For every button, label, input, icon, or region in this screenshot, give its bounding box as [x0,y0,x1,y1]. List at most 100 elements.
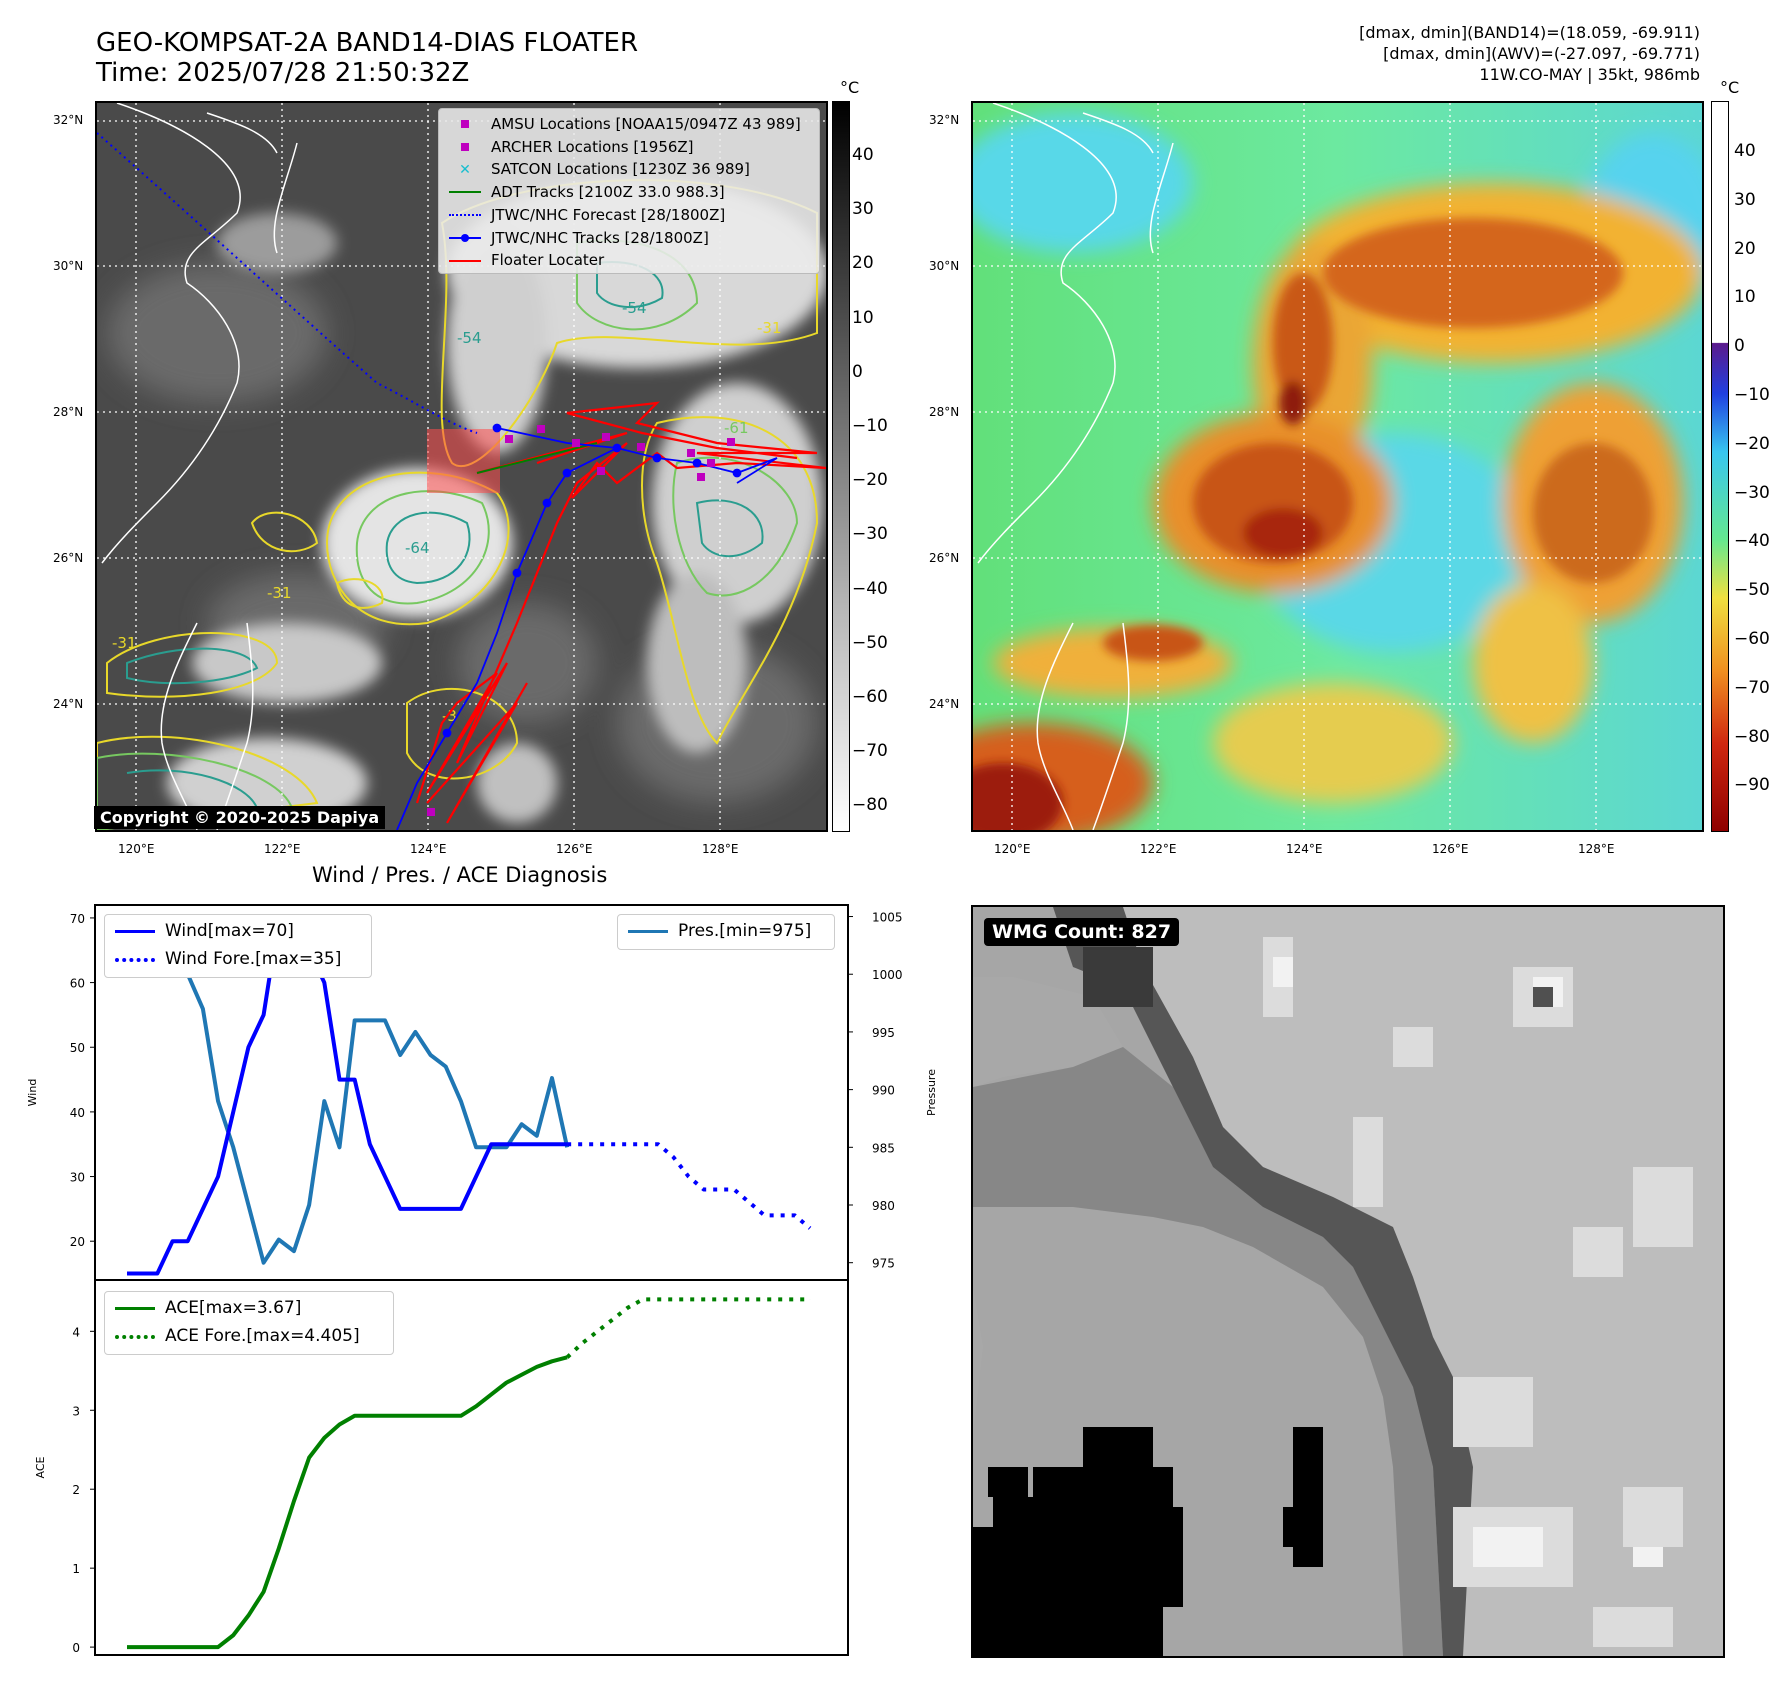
colorbar-tick-label: 40 [852,145,874,165]
contour-label: -64 [405,539,430,557]
lon-label: 120°E [994,842,1031,856]
pressure-tick-label: 990 [872,1084,895,1098]
wind-tick-label: 60 [70,977,85,991]
colorbar-tick-label: 30 [852,199,874,220]
wmg-count-badge: WMG Count: 827 [984,918,1180,946]
contour-label: -31 [757,319,782,337]
ace-tick-label: 1 [72,1562,80,1576]
colorbar-tick-label: 0 [852,361,863,382]
lon-label: 124°E [1286,842,1323,856]
wind-line [127,915,568,1276]
lon-label: 126°E [556,842,593,856]
square-marker-icon [447,116,483,132]
ace-forecast-line [565,1297,810,1359]
legend-label: JTWC/NHC Tracks [28/1800Z] [491,228,709,247]
lat-label: 26°N [929,551,960,565]
dotted-line-icon [113,951,157,967]
colorbar-tick-label: −40 [852,578,888,599]
legend-label: Pres.[min=975] [678,921,812,941]
legend-item-archer: ARCHER Locations [1956Z] [447,136,811,159]
legend-item-jtwc-forecast: JTWC/NHC Forecast [28/1800Z] [447,204,811,227]
contour-label: -3 [442,707,457,725]
lat-label: 30°N [53,259,84,273]
legend-item-ace: ACE[max=3.67] [113,1294,385,1322]
ace-tick-label: 3 [72,1404,80,1418]
colorbar-tick-label: −10 [852,416,888,436]
contour-label: -54 [457,329,482,347]
colorbar-tick-label: −80 [1734,726,1770,747]
ace-tick-label: 4 [72,1325,80,1339]
pressure-tick-label: 980 [872,1199,895,1213]
diagnosis-title: Wind / Pres. / ACE Diagnosis [312,863,608,887]
colorbar-tick-label: 10 [852,307,874,328]
line-icon [626,923,670,939]
wind-axis-title: Wind [26,1079,39,1107]
line-icon [447,253,483,269]
square-marker-icon [447,139,483,155]
wmg-image [973,907,1723,1656]
legend-label: AMSU Locations [NOAA15/0947Z 43 989] [491,115,801,133]
colorbar-tick-label: −50 [852,632,888,653]
contour-label: -31 [267,584,292,602]
legend-label: Wind Fore.[max=35] [165,949,342,969]
pressure-tick-label: 995 [872,1026,895,1040]
ace-axis-title: ACE [34,1456,47,1478]
wind-tick-label: 40 [70,1106,85,1120]
lat-label: 32°N [929,113,960,127]
info-line1: [dmax, dmin](BAND14)=(18.059, -69.911) [1359,23,1700,42]
awv-colorbar [1711,101,1729,832]
lat-label: 28°N [929,405,960,419]
legend-item-ace-forecast: ACE Fore.[max=4.405] [113,1322,385,1350]
pressure-legend: Pres.[min=975] [617,914,835,950]
colorbar-tick-label: −10 [1734,385,1770,405]
colorbar-tick-label: −60 [852,687,888,707]
legend-label: ACE[max=3.67] [165,1298,302,1318]
legend-label: Wind[max=70] [165,921,294,941]
awv-colorbar-unit: °C [1720,78,1740,97]
line-icon [113,923,157,939]
lon-label: 126°E [1432,842,1469,856]
colorbar-tick-label: −40 [1734,531,1770,552]
colorbar-tick-label: −20 [1734,433,1770,454]
colorbar-tick-label: 20 [1734,238,1756,259]
legend-item-adt: ADT Tracks [2100Z 33.0 988.3] [447,181,811,204]
x-marker-icon: ✕ [459,161,471,178]
lat-label: 24°N [53,697,84,711]
ir-colorbar-unit: °C [840,78,860,97]
colorbar-tick-label: 0 [1734,336,1745,357]
line-dot-icon [447,230,483,246]
info-line2: [dmax, dmin](AWV)=(-27.097, -69.771) [1383,44,1700,63]
colorbar-tick-label: −20 [852,470,888,491]
dotted-line-icon [447,207,483,223]
legend-item-wind-forecast: Wind Fore.[max=35] [113,945,363,973]
lon-label: 120°E [118,842,155,856]
contour-label: -31 [112,634,137,652]
dotted-line-icon [113,1328,157,1344]
legend-label: ARCHER Locations [1956Z] [491,137,694,156]
colorbar-tick-label: 40 [1734,141,1756,161]
legend-label: Floater Locater [491,251,605,270]
contour-label: -61 [724,419,749,437]
wind-legend: Wind[max=70] Wind Fore.[max=35] [104,914,372,978]
ir-legend: AMSU Locations [NOAA15/0947Z 43 989] ARC… [438,108,820,274]
legend-item-wind: Wind[max=70] [113,917,363,945]
colorbar-tick-label: −70 [852,741,888,762]
colorbar-tick-label: −90 [1734,775,1770,796]
ace-legend: ACE[max=3.67] ACE Fore.[max=4.405] [104,1291,394,1355]
wind-tick-label: 70 [70,912,85,926]
wmg-panel [971,905,1725,1658]
line-icon [113,1300,157,1316]
copyright-label: Copyright © 2020-2025 Dapiya [94,806,386,829]
lon-label: 128°E [702,842,739,856]
ace-line [127,1355,568,1650]
legend-item-amsu: AMSU Locations [NOAA15/0947Z 43 989] [447,113,811,136]
legend-item-satcon: ✕ SATCON Locations [1230Z 36 989] [447,158,811,181]
lon-label: 128°E [1578,842,1615,856]
figure-title-line1: GEO-KOMPSAT-2A BAND14-DIAS FLOATER [96,28,639,58]
legend-label: ADT Tracks [2100Z 33.0 988.3] [491,183,725,202]
lon-label: 122°E [264,842,301,856]
legend-item-floater: Floater Locater [447,249,811,272]
wind-forecast-line [567,1142,812,1230]
figure-title-line2: Time: 2025/07/28 21:50:32Z [96,58,470,88]
ace-plot-frame [94,1279,849,1656]
